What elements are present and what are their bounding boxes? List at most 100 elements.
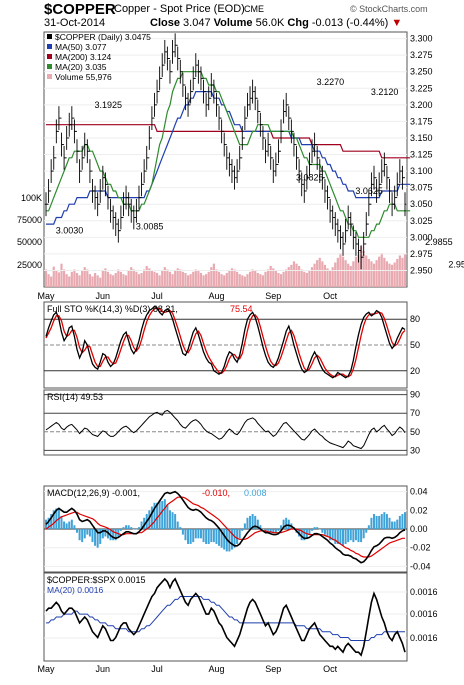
macd-histogram-bar xyxy=(311,529,314,531)
volume-bar xyxy=(259,274,262,287)
volume-bar xyxy=(91,276,94,287)
volume-bar xyxy=(272,268,275,287)
volume-bar xyxy=(127,270,130,287)
macd-histogram-bar xyxy=(117,529,120,537)
volume-bar xyxy=(179,269,182,287)
volume-bar xyxy=(73,269,76,287)
volume-bar xyxy=(329,270,332,287)
volume-bar xyxy=(210,267,213,287)
stochastic-legend-d: 75.54 xyxy=(230,304,253,314)
volume-value: 56.0K xyxy=(255,17,285,29)
volume-bar xyxy=(220,274,223,287)
macd-histogram-bar xyxy=(81,529,84,543)
volume-bar xyxy=(277,273,280,287)
price-tick-label: 3.125 xyxy=(410,150,433,160)
macd-histogram-bar xyxy=(259,525,262,529)
macd-histogram-bar xyxy=(166,504,169,529)
volume-bar xyxy=(396,259,399,287)
price-annotation: 3.0030 xyxy=(56,225,84,235)
volume-bar xyxy=(205,274,208,287)
exchange-label: CME xyxy=(244,4,264,14)
price-panel xyxy=(43,31,408,288)
volume-bar xyxy=(207,271,210,287)
ratio-legend: $COPPER:$SPX 0.0015 xyxy=(47,575,146,585)
volume-bar xyxy=(393,262,396,287)
volume-bar xyxy=(130,267,133,287)
macd-histogram-bar xyxy=(189,529,192,544)
macd-histogram-bar xyxy=(388,517,391,529)
volume-bar xyxy=(233,269,236,287)
x-tick-label-bottom: Aug xyxy=(208,664,224,674)
volume-bar xyxy=(372,263,376,287)
volume-bar xyxy=(114,273,117,287)
price-annotation: 3.2270 xyxy=(317,77,345,87)
macd-histogram-bar xyxy=(184,529,187,541)
macd-histogram-bar xyxy=(282,519,285,529)
macd-histogram-bar xyxy=(261,529,264,530)
macd-histogram-bar xyxy=(197,529,200,539)
volume-tick-label: 25000 xyxy=(17,260,42,270)
macd-histogram-bar xyxy=(339,529,342,544)
macd-histogram-bar xyxy=(267,529,270,531)
volume-bar xyxy=(290,264,293,287)
macd-histogram-bar xyxy=(233,529,236,548)
macd-histogram-bar xyxy=(308,529,311,535)
volume-bar xyxy=(390,264,394,287)
volume-bar xyxy=(341,256,345,287)
volume-bar xyxy=(176,268,179,287)
volume-bar xyxy=(246,274,249,287)
macd-histogram-bar xyxy=(238,529,241,539)
macd-histogram-bar xyxy=(357,529,360,543)
volume-bar xyxy=(331,267,334,287)
volume-bar xyxy=(357,252,360,287)
volume-bar xyxy=(349,266,352,287)
macd-histogram-bar xyxy=(254,515,257,529)
macd-histogram-bar xyxy=(347,529,350,543)
volume-bar xyxy=(370,261,373,287)
macd-histogram-bar xyxy=(215,529,218,544)
macd-histogram-bar xyxy=(272,529,275,533)
volume-bar xyxy=(298,266,301,287)
volume-bar xyxy=(122,274,125,287)
volume-label: Volume xyxy=(213,17,253,29)
macd-histogram-bar xyxy=(207,529,210,544)
macd-histogram-bar xyxy=(285,517,288,529)
macd-histogram-bar xyxy=(86,529,89,535)
macd-histogram-bar xyxy=(218,529,221,546)
macd-histogram-bar xyxy=(75,529,78,533)
rsi-tick-label: 70 xyxy=(410,408,420,418)
macd-histogram-bar xyxy=(230,529,233,550)
volume-bar xyxy=(305,273,308,287)
price-tick-label: 3.075 xyxy=(410,183,433,193)
macd-histogram-bar xyxy=(360,529,363,543)
volume-bar xyxy=(254,270,257,287)
date-label: 31-Oct-2014 xyxy=(44,17,106,29)
volume-bar xyxy=(60,263,63,287)
macd-histogram-bar xyxy=(367,525,370,529)
volume-bar xyxy=(303,271,306,287)
macd-histogram-bar xyxy=(68,521,71,529)
macd-histogram-bar xyxy=(323,529,326,535)
volume-bar xyxy=(256,273,259,287)
chart-subtitle: Copper - Spot Price (EOD) xyxy=(114,3,245,15)
volume-bar xyxy=(81,270,84,287)
macd-histogram-bar xyxy=(220,529,223,548)
macd-histogram-bar xyxy=(99,529,102,544)
macd-histogram-bar xyxy=(73,525,76,529)
volume-bar xyxy=(238,274,241,287)
volume-bar xyxy=(287,267,290,287)
volume-bar xyxy=(316,260,319,287)
macd-tick-label: 0.02 xyxy=(410,505,428,515)
volume-bar xyxy=(248,271,252,287)
volume-bar xyxy=(401,257,404,287)
volume-bar xyxy=(225,273,228,287)
volume-bar xyxy=(267,269,270,287)
stochastic-tick-label: 80 xyxy=(410,314,420,324)
macd-histogram-bar xyxy=(329,529,332,541)
volume-bar xyxy=(184,273,187,287)
macd-histogram-bar xyxy=(303,529,306,541)
macd-histogram-bar xyxy=(156,502,159,529)
volume-bar xyxy=(93,273,97,287)
volume-bar xyxy=(99,277,102,287)
volume-bar xyxy=(117,269,120,287)
